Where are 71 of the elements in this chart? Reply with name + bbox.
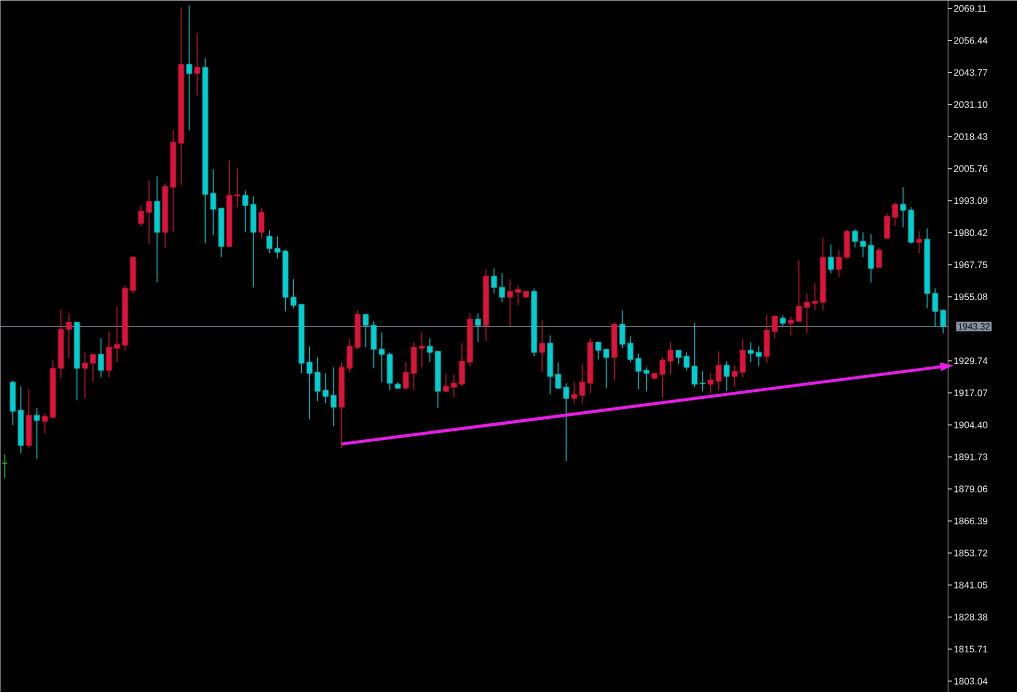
candlestick — [507, 279, 513, 327]
candlestick — [90, 354, 96, 383]
y-tick-label: 1993.09 — [954, 197, 988, 205]
y-tick-label: 1841.05 — [954, 581, 988, 589]
y-tick-label: 1904.40 — [954, 421, 988, 429]
candlestick — [836, 249, 842, 278]
candlestick — [378, 332, 385, 383]
candlestick — [579, 363, 586, 405]
candlestick — [418, 332, 425, 368]
candlestick — [194, 33, 201, 97]
candlestick — [66, 313, 72, 360]
y-tick-label: 2018.43 — [954, 133, 988, 141]
candlestick — [114, 306, 120, 363]
candlestick — [33, 407, 40, 460]
y-tick-label: 1955.08 — [954, 293, 988, 301]
ref-line-label: 1943.32 — [958, 323, 990, 330]
candlestick — [459, 343, 465, 387]
candlestick — [98, 337, 104, 379]
y-tick-label: 2031.10 — [954, 101, 988, 109]
candlestick — [771, 314, 778, 339]
y-tick-label: 1803.04 — [954, 678, 988, 685]
candlestick — [876, 247, 882, 269]
candlestick — [499, 272, 505, 303]
candlestick — [571, 381, 578, 405]
y-tick-label: 1866.39 — [954, 517, 988, 525]
candlestick — [747, 341, 754, 363]
candlestick — [563, 382, 570, 462]
candlestick — [82, 352, 88, 400]
candlestick — [451, 374, 457, 399]
candlestick — [41, 413, 48, 434]
candlestick — [828, 244, 834, 274]
candlestick — [852, 228, 858, 249]
candlestick — [491, 268, 497, 295]
y-tick-label: 1967.75 — [954, 261, 988, 269]
candlestick — [427, 337, 433, 363]
candlestick — [146, 180, 152, 246]
candlestick — [795, 260, 802, 322]
candlestick — [138, 205, 144, 227]
y-tick-label: 1879.06 — [954, 485, 988, 493]
candlestick — [812, 283, 818, 312]
candlestick — [402, 361, 409, 390]
candlestick — [475, 313, 481, 343]
candlestick — [916, 231, 923, 254]
candlestick — [932, 288, 939, 327]
y-tick-label: 2005.76 — [954, 165, 988, 173]
candlestick — [755, 346, 762, 367]
y-tick-label: 1815.71 — [954, 645, 988, 653]
candlestick — [723, 360, 730, 392]
y-tick-label: 1929.74 — [954, 357, 988, 365]
candlestick — [868, 234, 874, 283]
candlestick — [515, 285, 521, 306]
candlestick — [900, 187, 906, 229]
candlestick — [803, 293, 810, 335]
candlestick — [940, 309, 947, 335]
y-tick-label: 1917.07 — [954, 389, 988, 397]
y-tick-label: 2069.11 — [954, 5, 987, 13]
y-tick-label: 2043.77 — [954, 69, 988, 77]
y-tick-label: 1828.38 — [954, 613, 988, 621]
y-tick-label: 1891.73 — [954, 453, 988, 461]
candlestick — [258, 208, 265, 239]
candlestick — [892, 202, 898, 227]
candlestick — [860, 232, 866, 258]
y-tick-label: 2056.44 — [954, 37, 988, 45]
y-tick-label: 1980.42 — [954, 229, 988, 237]
y-tick-label: 1853.72 — [954, 549, 988, 557]
candlestick — [787, 315, 794, 337]
candlestick — [186, 5, 193, 132]
candlestick — [539, 320, 546, 373]
candlestick — [106, 331, 112, 379]
candlestick — [884, 213, 890, 239]
candlestick — [555, 361, 562, 389]
